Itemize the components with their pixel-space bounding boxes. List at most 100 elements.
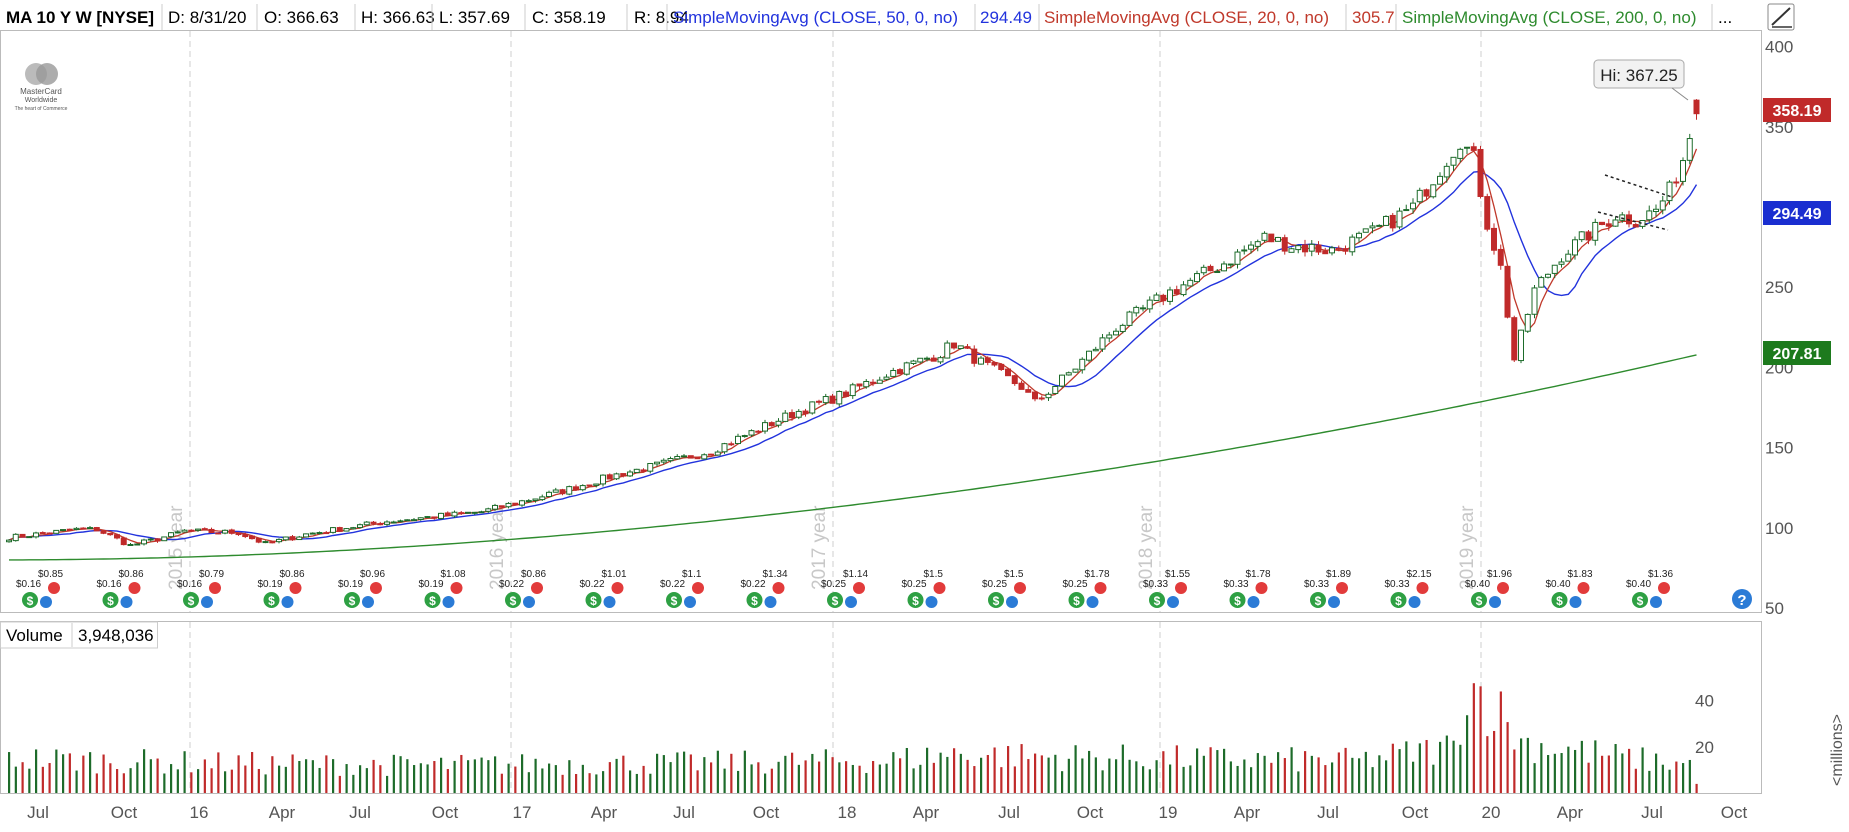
candle-body (903, 362, 910, 375)
volume-bar (534, 758, 537, 793)
sma50-legend[interactable]: SimpleMovingAvg (CLOSE, 50, 0, no) (673, 8, 958, 27)
volume-bar (1695, 783, 1698, 793)
volume-bar (1081, 758, 1084, 793)
dividend-icon (1149, 592, 1165, 608)
earnings-amount: $1.83 (1568, 569, 1593, 580)
candle-body (944, 342, 951, 359)
candle-body (627, 471, 633, 477)
conference-icon (450, 582, 463, 594)
volume-bar (1331, 762, 1334, 793)
candle-body (728, 443, 735, 446)
volume-bar (244, 765, 247, 793)
price-tick-label: 50 (1765, 599, 1784, 618)
dividend-icon-glyph: $ (590, 594, 597, 608)
volume-bar (406, 759, 409, 793)
x-tick-label: Oct (432, 803, 459, 822)
candle-body (1200, 266, 1207, 274)
sma200-legend[interactable]: SimpleMovingAvg (CLOSE, 200, 0, no) (1402, 8, 1697, 27)
earnings-amount: $0.79 (199, 569, 224, 580)
volume-bar (203, 759, 206, 793)
volume-bar (149, 759, 152, 793)
candle-body (512, 502, 519, 506)
candle-body (566, 486, 573, 495)
candle-body (127, 544, 134, 547)
candle-body (789, 412, 795, 419)
year-label: 2017 year (809, 505, 830, 590)
volume-bar (1574, 749, 1577, 793)
dividend-icon (666, 592, 682, 608)
candle-body (1504, 265, 1511, 318)
volume-bar (372, 759, 375, 793)
candle-body (937, 357, 944, 363)
candle-body (1187, 279, 1194, 287)
earnings-amount: $1.96 (1487, 569, 1512, 580)
dividend-icon-glyph: $ (1154, 594, 1161, 608)
candle-body (910, 360, 917, 364)
candle-body (134, 543, 141, 546)
volume-bar (264, 774, 267, 793)
volume-bar (1540, 743, 1543, 793)
volume-bar (1189, 765, 1192, 793)
candle-body (1383, 215, 1389, 226)
range-label: R: 8.94 (634, 8, 689, 27)
sma200-price-tag: 207.81 (1763, 341, 1831, 365)
earnings-amount: $0.86 (119, 569, 144, 580)
earnings-icon (1006, 596, 1018, 608)
dividend-amount: $0.33 (1143, 579, 1168, 590)
candle-body (1160, 294, 1167, 302)
help-icon[interactable]: ? (1732, 589, 1752, 609)
sma20-value: 305.7 (1352, 8, 1395, 27)
volume-bar (966, 759, 969, 793)
volume-bar (1108, 758, 1111, 793)
volume-bar (365, 768, 368, 793)
volume-bar (662, 755, 665, 793)
sma20-legend[interactable]: SimpleMovingAvg (CLOSE, 20, 0, no) (1044, 8, 1329, 27)
sma50-price-tag: 294.49 (1763, 201, 1831, 225)
volume-bar (440, 757, 443, 793)
x-tick-label: Jul (349, 803, 371, 822)
candle-body (289, 536, 296, 541)
volume-bar (1344, 747, 1347, 793)
grid-layer: 2015 year 2016 year 2017 year 2018 year 2019… (166, 31, 1482, 793)
more-menu[interactable]: ... (1718, 8, 1732, 27)
candle-body (1572, 239, 1578, 256)
dividend-icon (907, 592, 924, 608)
dividend-amount: $0.19 (258, 579, 283, 590)
volume-bar (629, 770, 632, 793)
volume-bar (1290, 747, 1293, 793)
volume-bar (1594, 740, 1597, 793)
candle-body (552, 489, 559, 493)
volume-bar (1297, 771, 1300, 793)
last-price-tag: 358.19 (1763, 98, 1831, 122)
candle-body (296, 536, 303, 541)
candle-body (1585, 231, 1592, 241)
dividend-icon (585, 592, 602, 608)
candle-body (1612, 219, 1619, 227)
earnings-icon (845, 596, 857, 608)
conference-icon (611, 582, 624, 594)
dividend-icon-glyph: $ (1476, 594, 1483, 608)
volume-bar (1567, 746, 1570, 793)
candle-body (465, 511, 471, 514)
dividend-amount: $0.33 (1224, 579, 1249, 590)
volume-bar (838, 762, 841, 793)
candle-body (1356, 232, 1362, 239)
candle-body (444, 512, 451, 516)
volume-bar (1094, 757, 1097, 793)
candle-body (1052, 385, 1059, 394)
sma200-line (9, 354, 1697, 561)
volume-bar (1378, 755, 1381, 793)
candle-body (532, 498, 539, 501)
drawing-tool-icon[interactable] (1767, 3, 1795, 31)
volume-bar (1641, 747, 1644, 793)
volume-bar (1283, 758, 1286, 793)
volume-bar (1324, 765, 1327, 793)
candle-body (114, 534, 120, 539)
volume-bar (1513, 749, 1516, 793)
candle-body (93, 527, 100, 532)
candle-body (336, 527, 343, 532)
year-label: 2016 year (487, 505, 508, 590)
low-label: L: 357.69 (439, 8, 510, 27)
volume-bar (170, 764, 173, 793)
